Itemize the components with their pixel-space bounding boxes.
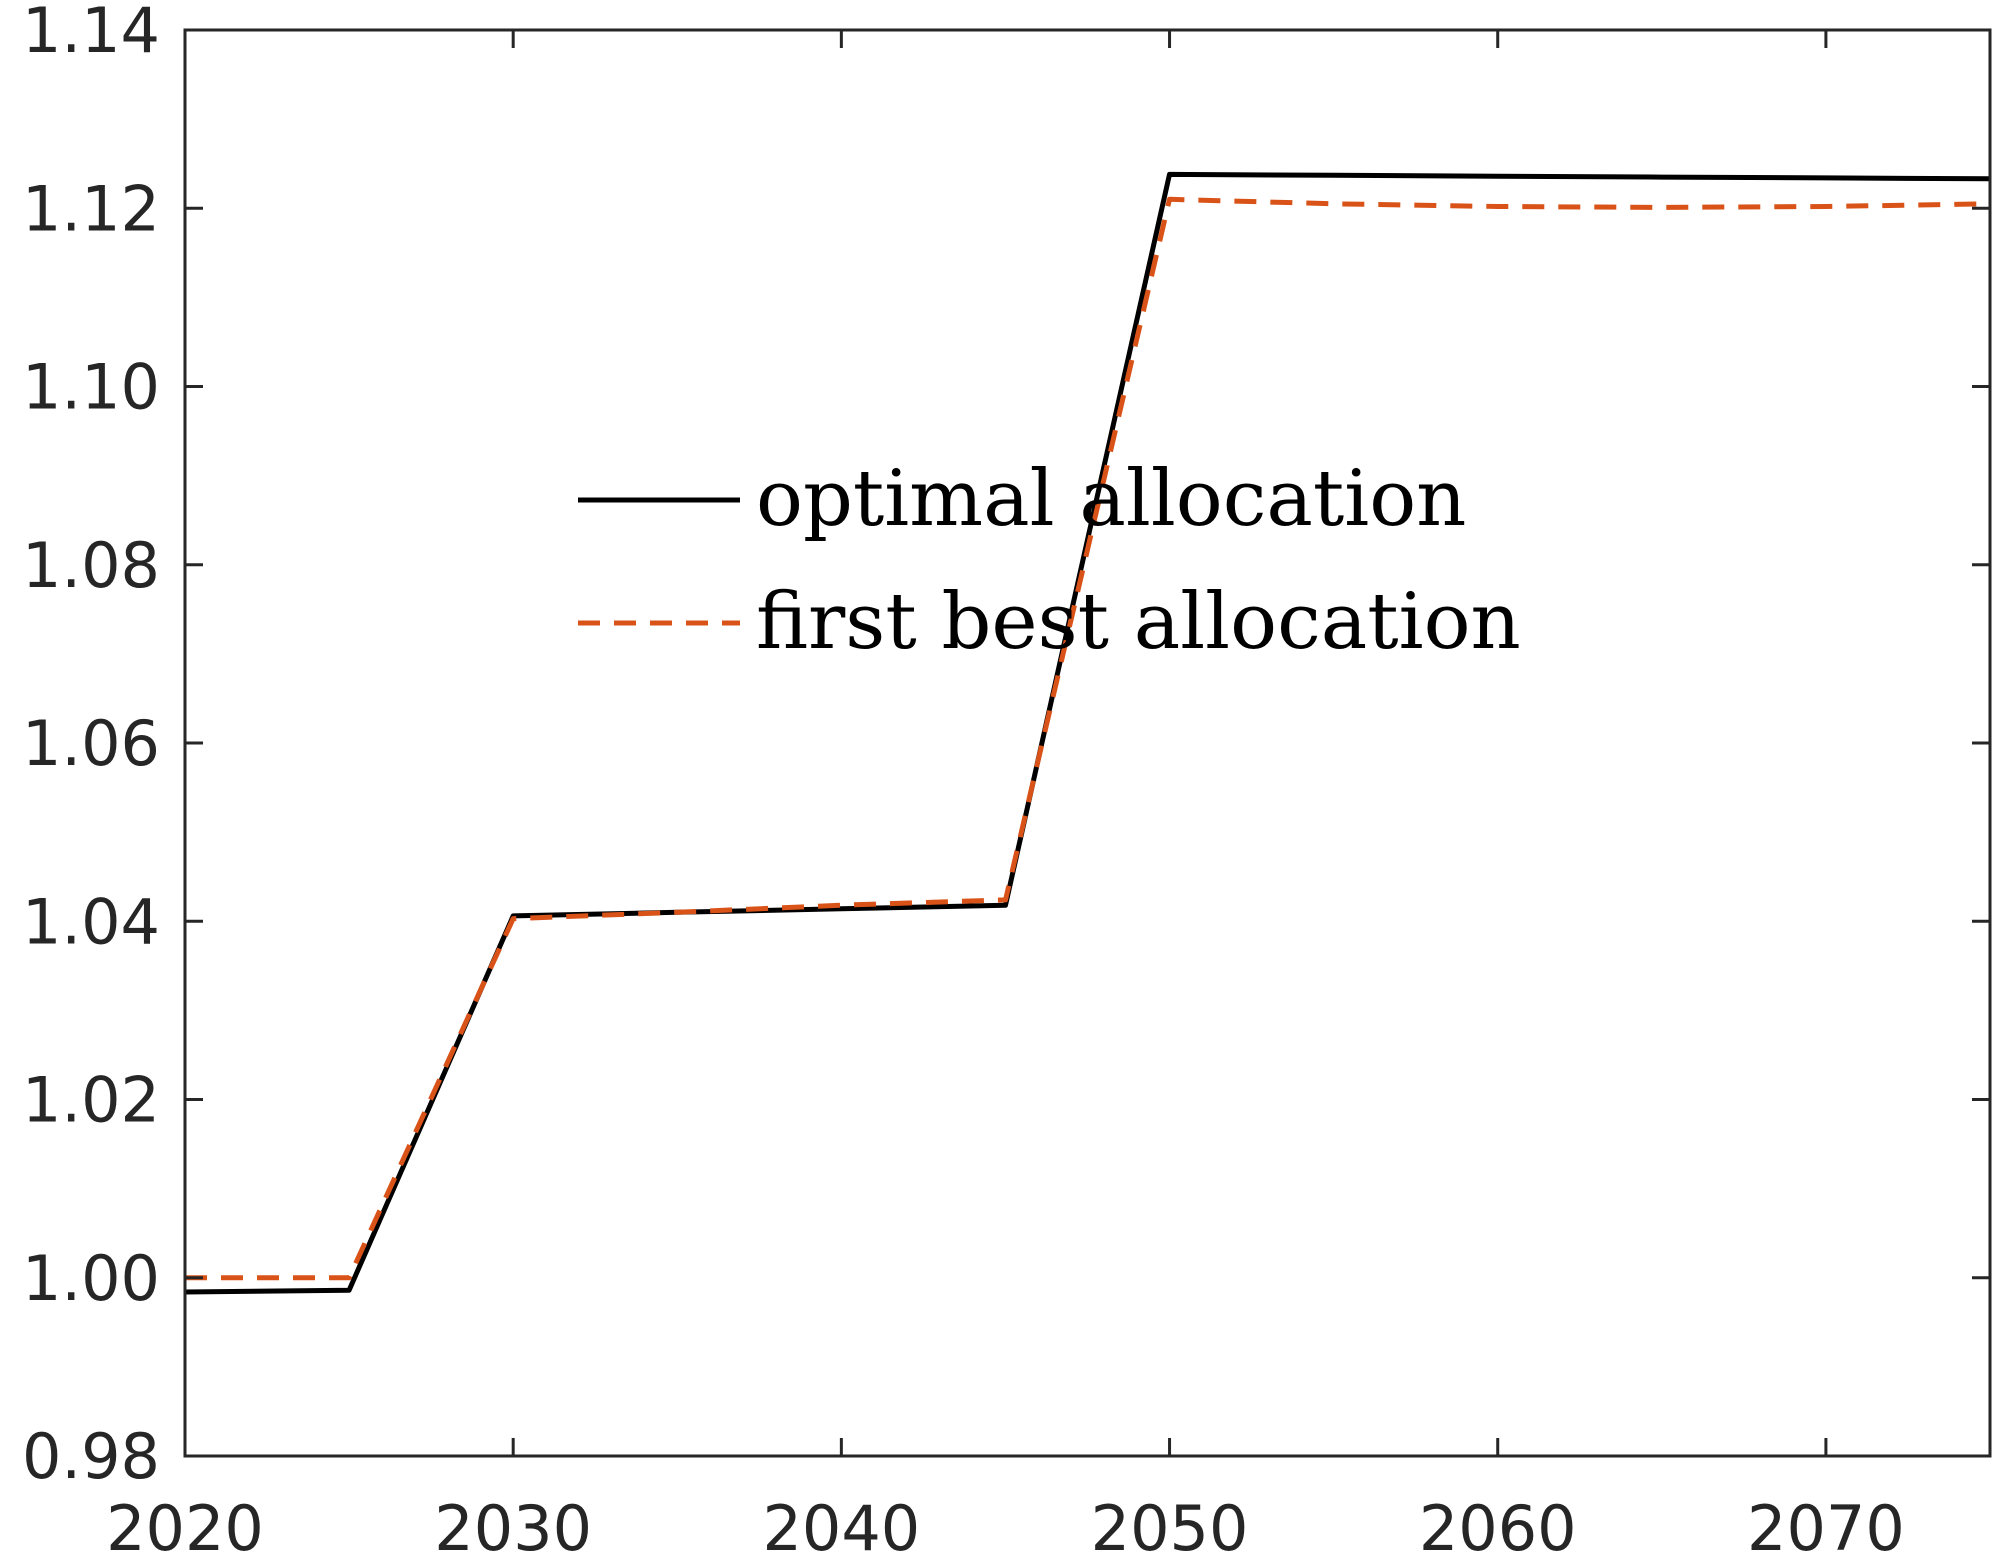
series-line-optimal-allocation	[184, 171, 1991, 1295]
plot-frame	[183, 28, 1992, 1458]
y-tick-label: 1.04	[22, 885, 160, 958]
x-tick-label: 2020	[106, 1492, 264, 1553]
y-tick-label: 1.10	[22, 351, 160, 424]
legend-label: first best allocation	[756, 577, 1521, 667]
x-tick-label: 2070	[1747, 1492, 1905, 1553]
legend: optimal allocation first best allocation	[578, 454, 1521, 667]
legend-label: optimal allocation	[756, 454, 1466, 544]
x-tick-label: 2050	[1091, 1492, 1249, 1553]
y-tick-label: 0.98	[22, 1420, 160, 1493]
y-tick-label: 1.02	[22, 1064, 160, 1137]
x-tick-label: 2040	[762, 1492, 920, 1553]
x-tick-label: 2060	[1419, 1492, 1577, 1553]
y-tick-label: 1.00	[22, 1242, 160, 1315]
y-tick-label: 1.06	[22, 707, 160, 780]
y-tick-label: 1.08	[22, 529, 160, 602]
y-tick-label: 1.14	[22, 0, 160, 67]
y-tick-label: 1.12	[22, 172, 160, 245]
plot-lines	[184, 171, 1991, 1295]
axis-ticks	[183, 28, 1990, 1458]
series-line-first-best-allocation	[185, 196, 1991, 1281]
y-axis-tick-labels: 0.98 1.00 1.02 1.04 1.06 1.08 1.10 1.12 1.14	[22, 0, 160, 1493]
x-axis-tick-labels: 2020 2030 2040 2050 2060 2070	[106, 1492, 1905, 1553]
x-tick-label: 2030	[434, 1492, 592, 1553]
